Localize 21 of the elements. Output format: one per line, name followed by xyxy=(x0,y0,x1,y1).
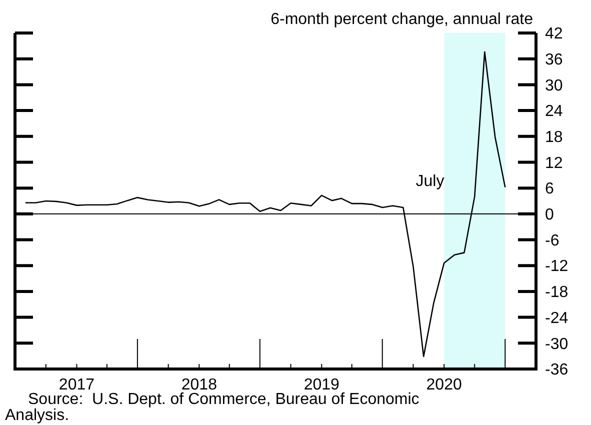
x-tick-label: 2018 xyxy=(181,376,218,394)
y-tick-label: 42 xyxy=(545,26,563,43)
y-tick-label: 24 xyxy=(545,103,563,120)
y-tick-label: 6 xyxy=(545,180,554,198)
x-tick-label: 2017 xyxy=(58,376,95,394)
source-note: Source: U.S. Dept. of Commerce, Bureau of Economic Analysis. xyxy=(5,391,420,424)
annotation: July xyxy=(416,173,444,190)
y-tick-label: -30 xyxy=(545,336,568,353)
y-axis-title: 6-month percent change, annual rate xyxy=(270,11,534,28)
y-tick-label: 18 xyxy=(545,128,563,146)
y-tick-label: -12 xyxy=(545,258,568,276)
y-tick-label: 36 xyxy=(545,51,563,68)
y-tick-label: -36 xyxy=(545,362,568,379)
y-tick-label: 0 xyxy=(545,206,554,224)
x-tick-label: 2019 xyxy=(304,376,340,394)
y-tick-label: -6 xyxy=(545,232,560,250)
y-tick-label: 30 xyxy=(545,77,563,94)
y-tick-label: 12 xyxy=(545,154,563,172)
y-tick-label: -24 xyxy=(545,310,568,327)
y-tick-label: -18 xyxy=(545,284,568,302)
x-tick-label: 2020 xyxy=(426,376,462,394)
